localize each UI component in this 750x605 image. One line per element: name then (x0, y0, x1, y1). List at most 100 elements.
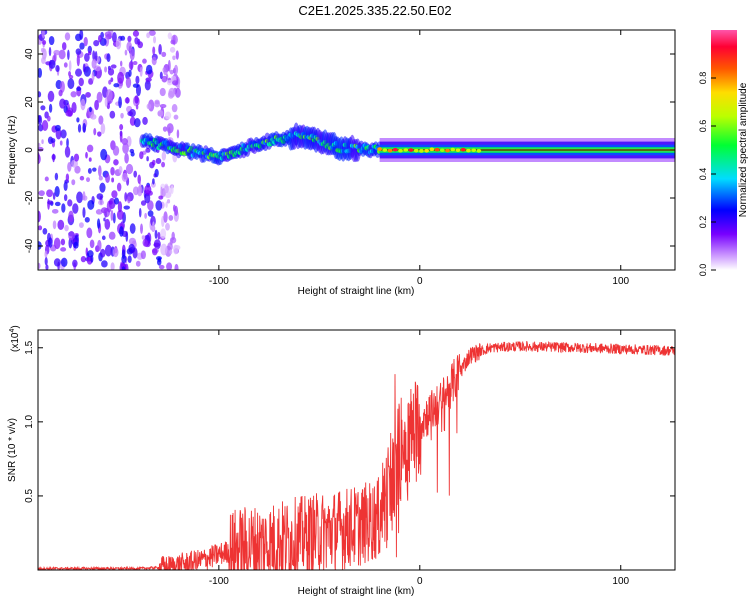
heatmap-noise-blob (155, 158, 162, 165)
heatmap-noise-blob (125, 163, 134, 175)
heatmap-line-blob (445, 148, 450, 153)
heatmap-line-blob (460, 147, 466, 152)
heatmap-noise-blob (120, 35, 126, 41)
heatmap-noise-blob (64, 32, 71, 41)
heatmap-noise-blob (142, 58, 147, 64)
heatmap-noise-blob (97, 165, 102, 177)
heatmap-panel: -100 0 100 -40 -20 0 20 40 Height of straight … (7, 29, 676, 297)
heatmap-noise-blob (159, 71, 163, 80)
heatmap-noise-blob (163, 69, 168, 76)
heatmap-noise-blob (51, 208, 59, 214)
heatmap-line-core (379, 149, 675, 151)
heatmap-noise-blob (167, 59, 171, 72)
heatmap-noise-blob (52, 153, 55, 163)
heatmap-x-axis: -100 0 100 (209, 30, 630, 287)
heatmap-noise-blob (40, 47, 45, 53)
heatmap-stable-line (377, 138, 675, 162)
heatmap-noise-blob (161, 75, 168, 83)
heatmap-line-blob (471, 148, 477, 152)
heatmap-noise-blob (67, 78, 75, 90)
heatmap-noise-blob (161, 161, 166, 168)
heatmap-noise-blob (127, 255, 132, 263)
heatmap-noise-blob (127, 196, 131, 204)
heatmap-noise-blob (144, 184, 152, 195)
heatmap-noise-blob (152, 178, 155, 185)
heatmap-line-blob (419, 149, 424, 153)
heatmap-noise-blob (146, 156, 149, 162)
heatmap-signal-region (139, 122, 383, 166)
heatmap-noise-blob (157, 231, 161, 240)
heatmap-noise-blob (41, 30, 45, 39)
heatmap-noise-blob (150, 181, 156, 188)
heatmap-noise-blob (38, 91, 42, 98)
heatmap-noise-blob (93, 128, 97, 136)
heatmap-noise-blob (60, 247, 67, 252)
heatmap-noise-blob (139, 151, 144, 160)
heatmap-noise-blob (90, 255, 94, 263)
heatmap-noise-blob (79, 30, 84, 40)
heatmap-noise-blob (44, 250, 48, 258)
heatmap-noise-blob (132, 30, 140, 37)
heatmap-noise-blob (79, 42, 85, 50)
heatmap-noise-blob (52, 192, 56, 200)
heatmap-noise-blob (107, 68, 115, 76)
heatmap-noise-blob (152, 248, 158, 256)
heatmap-noise-blob (161, 51, 167, 58)
heatmap-noise-blob (63, 194, 68, 202)
heatmap-noise-blob (158, 43, 162, 55)
heatmap-noise-blob (44, 257, 48, 266)
heatmap-noise-blob (38, 67, 43, 78)
heatmap-noise-blob (145, 147, 151, 153)
snr-plot-frame (37, 329, 676, 571)
heatmap-noise-blob (87, 199, 95, 210)
heatmap-noise-blob (133, 117, 141, 128)
heatmap-noise-blob (88, 78, 94, 85)
heatmap-noise-blob (78, 77, 84, 87)
heatmap-noise-blob (41, 40, 47, 45)
heatmap-noise-blob (160, 243, 168, 256)
heatmap-noise-blob (146, 32, 151, 39)
heatmap-noise-blob (99, 248, 106, 258)
heatmap-noise-blob (76, 86, 82, 91)
heatmap-noise-blob (96, 209, 101, 215)
heatmap-noise-blob (119, 226, 124, 237)
heatmap-x-tick-label: 100 (612, 276, 629, 287)
heatmap-noise-blob (171, 80, 179, 86)
heatmap-noise-blob (141, 235, 146, 240)
heatmap-noise-blob (111, 190, 118, 199)
heatmap-line-blob (450, 147, 456, 152)
colorbar-gradient (711, 30, 737, 270)
heatmap-noise-blob (68, 71, 72, 77)
heatmap-noise-blob (54, 172, 59, 181)
heatmap-line-blob (466, 148, 471, 153)
heatmap-noise-blob (60, 129, 67, 139)
heatmap-noise-blob (97, 239, 102, 252)
heatmap-noise-blob (121, 266, 126, 270)
heatmap-noise-blob (140, 223, 143, 234)
heatmap-noise-blob (75, 68, 83, 77)
chart-title: C2E1.2025.335.22.50.E02 (298, 3, 451, 18)
heatmap-noise-blob (129, 48, 135, 61)
heatmap-noise-blob (137, 174, 141, 184)
heatmap-noise-blob (116, 182, 122, 192)
snr-y-axis: 0.5 1.0 1.5 (24, 340, 675, 503)
heatmap-noise-blob (104, 218, 111, 230)
heatmap-noise-blob (47, 200, 54, 205)
heatmap-noise-blob (170, 39, 176, 45)
heatmap-noise-blob (153, 239, 161, 250)
heatmap-noise-blob (152, 46, 156, 55)
heatmap-noise-blob (158, 195, 164, 200)
heatmap-noise-blob (79, 175, 85, 181)
heatmap-line-blob (424, 148, 430, 153)
heatmap-line-blob (398, 148, 403, 153)
heatmap-noise-blob (106, 53, 111, 63)
heatmap-noise-blob (72, 203, 79, 214)
heatmap-noise-blob (73, 153, 80, 162)
heatmap-noise-blob (97, 131, 102, 137)
heatmap-noise-blob (38, 142, 41, 148)
heatmap-noise-blob (59, 98, 66, 109)
heatmap-noise-blob (165, 222, 170, 231)
heatmap-noise-blob (76, 191, 83, 204)
heatmap-noise-blob (68, 230, 75, 241)
